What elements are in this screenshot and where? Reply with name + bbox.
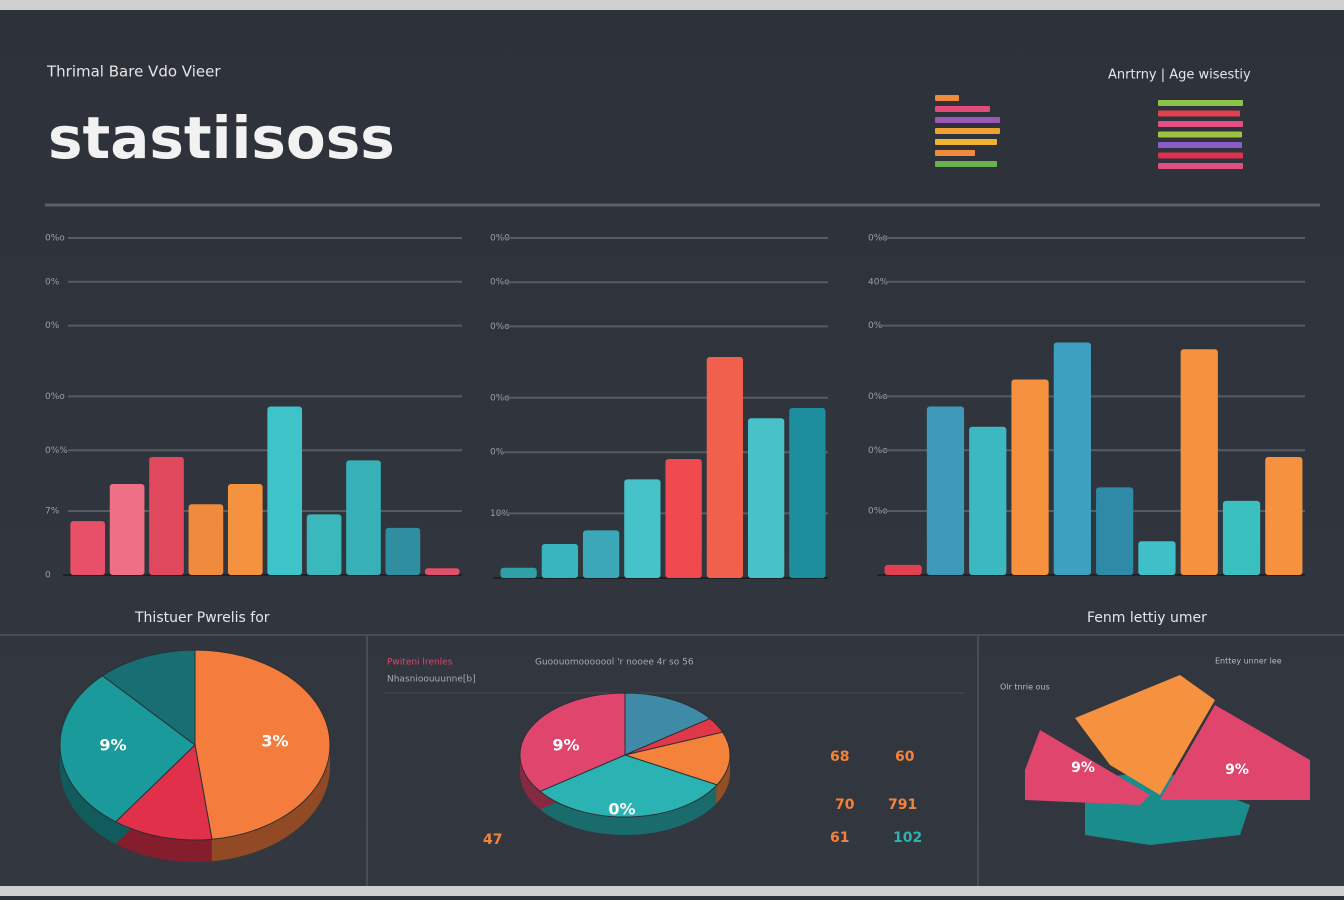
table-cell: 102 (893, 830, 922, 846)
hbar (935, 139, 997, 145)
3d-shape (1025, 675, 1310, 845)
hbar (935, 150, 975, 156)
y-tick-label: 0%o (868, 234, 888, 244)
hbar (935, 161, 997, 167)
table-cell: 70 (835, 797, 855, 813)
bar (346, 460, 381, 575)
bar (747, 418, 785, 578)
section-title: Fenm lettiy umer (1087, 610, 1207, 626)
bar (1180, 349, 1218, 575)
bar (1011, 379, 1049, 575)
slice-label: 9% (99, 736, 126, 755)
bar (1053, 342, 1091, 575)
panel-label: Guoouomooooool 'r nooee 4r so 56 (535, 658, 694, 668)
y-tick-label: 0% (490, 448, 505, 458)
bar (926, 406, 965, 575)
table-cell: 791 (888, 797, 917, 813)
pie-slice (101, 649, 196, 746)
table-cell: 60 (895, 749, 915, 765)
y-tick-label: 0% (45, 321, 60, 331)
bar (267, 406, 303, 575)
bar (385, 527, 421, 575)
y-tick-label: 0% (45, 277, 60, 287)
pie-slice (114, 743, 213, 841)
bar (1265, 457, 1303, 575)
y-tick-label: 0%o (45, 234, 65, 244)
bar (109, 484, 145, 575)
shape-part (1160, 705, 1310, 800)
hbar (935, 95, 959, 101)
y-tick-label: 0%o (45, 392, 65, 402)
title: stastiisoss (48, 104, 395, 172)
hbar (935, 117, 1000, 123)
bar (306, 514, 342, 575)
hbar (1158, 152, 1243, 159)
bar (1096, 487, 1134, 575)
pie-slice (59, 675, 196, 823)
bar (624, 479, 661, 578)
bar (789, 408, 826, 578)
pie-slice (623, 731, 731, 786)
y-tick-label: 0%o (868, 446, 888, 456)
pie-slice (519, 692, 626, 793)
shape-part (1075, 675, 1215, 795)
bar (500, 567, 537, 578)
section-title: Thistuer Pwrelis for (134, 610, 270, 626)
hbar (1158, 110, 1240, 117)
y-tick-label: 7% (45, 506, 60, 516)
hbar (1158, 131, 1242, 138)
bar (424, 568, 460, 575)
bar (884, 564, 922, 575)
bar (969, 426, 1007, 575)
panel-label: Olr tnrie ous (1000, 683, 1050, 692)
table-cell: 61 (830, 830, 849, 846)
bar (582, 530, 620, 578)
hbar (935, 128, 1000, 134)
panel-label: Pwiteni lrenles (387, 658, 453, 668)
hbar (1158, 142, 1242, 148)
bar (1222, 500, 1261, 575)
y-tick-label: 0% (868, 321, 883, 331)
y-tick-label: 0%o (868, 506, 888, 516)
bar (149, 457, 184, 575)
hbar (935, 106, 990, 112)
legend-title: Anrtrny | Age wisestiy (1108, 68, 1251, 83)
panel-label: Nhasnioouuunne[b] (387, 675, 476, 685)
pie-slice (194, 649, 331, 840)
pie-slice (624, 692, 711, 756)
pie-slice (539, 754, 718, 818)
footnote: 47 (483, 832, 502, 848)
bar (227, 484, 263, 575)
bar (665, 459, 702, 578)
y-tick-label: 40% (868, 277, 888, 287)
shape-part (1025, 730, 1150, 805)
bar (706, 357, 744, 578)
slice-label: 9% (552, 736, 579, 755)
panel-label: Enttey unner lee (1215, 657, 1282, 666)
bar (188, 504, 224, 575)
y-tick-label: 0%o (868, 392, 888, 402)
shape-label: 9% (1225, 762, 1249, 778)
y-tick-label: 0%% (45, 446, 68, 456)
bar (1138, 541, 1176, 575)
slice-label: 0% (608, 800, 635, 819)
bar (541, 544, 579, 578)
bar (70, 521, 106, 575)
y-tick-label: 0 (45, 571, 51, 581)
hbar (1158, 100, 1243, 106)
hbar (1158, 163, 1243, 169)
subtitle: Thrimal Bare Vdo Vieer (46, 63, 221, 81)
shape-label: 9% (1071, 760, 1095, 776)
table-cell: 68 (830, 749, 849, 765)
hbar (1158, 121, 1243, 127)
slice-label: 3% (261, 732, 288, 751)
